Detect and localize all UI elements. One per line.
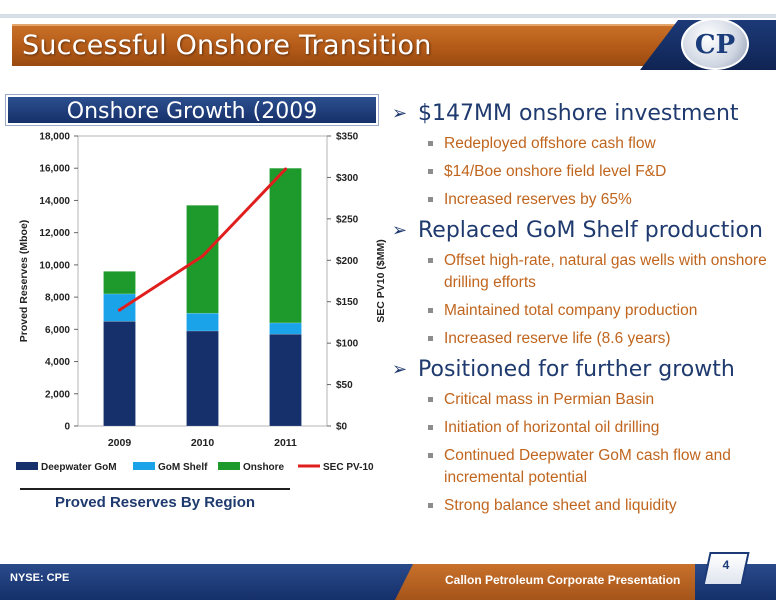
right-axis-tick-label: $200: [336, 256, 359, 267]
bullet-secondary: Offset high-rate, natural gas wells with…: [392, 250, 772, 294]
left-axis-tick-label: 14,000: [39, 196, 70, 207]
bullet-secondary-text: Increased reserve life (8.6 years): [444, 330, 671, 347]
caption-divider: [20, 488, 290, 490]
bullet-primary-text: Replaced GoM Shelf production: [418, 218, 763, 243]
page-number: 4: [722, 558, 730, 572]
legend-label-deepwater-gom: Deepwater GoM: [41, 462, 117, 473]
bullet-primary: ➢ Positioned for further growth: [392, 356, 772, 383]
bullet-secondary-text: Continued Deepwater GoM cash flow and in…: [444, 447, 731, 486]
square-bullet-icon: [428, 308, 433, 313]
right-axis-tick-label: $150: [336, 297, 359, 308]
bullet-secondary-text: Offset high-rate, natural gas wells with…: [444, 252, 767, 291]
bullet-secondary-text: Redeployed offshore cash flow: [444, 135, 656, 152]
legend-swatch-gom-shelf: [133, 462, 155, 470]
bullet-secondary: Continued Deepwater GoM cash flow and in…: [392, 445, 772, 489]
right-axis-tick-label: $250: [336, 214, 359, 225]
footer-bar: NYSE: CPE Callon Petroleum Corporate Pre…: [0, 564, 776, 600]
square-bullet-icon: [428, 336, 433, 341]
bullet-secondary-text: Strong balance sheet and liquidity: [444, 497, 677, 514]
company-logo: CP: [681, 18, 749, 70]
left-axis-tick-label: 0: [64, 422, 70, 433]
bullet-secondary: $14/Boe onshore field level F&D: [392, 161, 772, 183]
bullet-secondary: Maintained total company production: [392, 300, 772, 322]
bar-onshore-2009: [103, 271, 136, 295]
bar-deepwater-gom-2011: [269, 333, 302, 427]
left-axis-tick-label: 16,000: [39, 164, 70, 175]
bar-gom-shelf-2010: [186, 312, 219, 332]
bar-deepwater-gom-2009: [103, 320, 136, 427]
page-title: Successful Onshore Transition: [22, 30, 432, 61]
square-bullet-icon: [428, 503, 433, 508]
bar-gom-shelf-2011: [269, 322, 302, 335]
left-axis-tick-label: 10,000: [39, 260, 70, 271]
bullet-list: ➢ $147MM onshore investment Redeployed off…: [392, 100, 772, 523]
bar-gom-shelf-2009: [103, 293, 136, 322]
bullet-secondary: Redeployed offshore cash flow: [392, 133, 772, 155]
square-bullet-icon: [428, 141, 433, 146]
left-axis-tick-label: 6,000: [45, 325, 70, 336]
legend-label-sec-pv-10: SEC PV-10: [323, 462, 374, 473]
bullet-secondary: Strong balance sheet and liquidity: [392, 495, 772, 517]
right-axis-tick-label: $300: [336, 173, 359, 184]
bullet-secondary-text: Critical mass in Permian Basin: [444, 391, 655, 408]
line-point-sec-pv10: [117, 308, 122, 312]
bullet-secondary-text: Initiation of horizontal oil drilling: [444, 419, 660, 436]
logo-lettering: CP: [694, 30, 736, 60]
bullet-secondary: Critical mass in Permian Basin: [392, 389, 772, 411]
square-bullet-icon: [428, 197, 433, 202]
legend-label-gom-shelf: GoM Shelf: [158, 462, 208, 473]
bar-onshore-2011: [269, 167, 302, 324]
chart-title-box: Onshore Growth (2009 Inception): [5, 94, 379, 149]
title-banner: [12, 24, 722, 68]
line-point-sec-pv10: [200, 254, 205, 258]
square-bullet-icon: [428, 425, 433, 430]
right-axis-tick-label: $100: [336, 339, 359, 350]
right-axis-tick-label: $50: [336, 380, 353, 391]
left-axis-tick-label: 4,000: [45, 357, 70, 368]
bullet-secondary: Increased reserves by 65%: [392, 189, 772, 211]
arrow-bullet-icon: ➢: [392, 103, 408, 124]
line-point-sec-pv10: [283, 167, 288, 171]
bullet-secondary-text: $14/Boe onshore field level F&D: [444, 163, 667, 180]
footer-ticker: NYSE: CPE: [10, 572, 70, 584]
arrow-bullet-icon: ➢: [392, 220, 408, 241]
left-axis-tick-label: 8,000: [45, 293, 70, 304]
square-bullet-icon: [428, 169, 433, 174]
bullet-secondary: Initiation of horizontal oil drilling: [392, 417, 772, 439]
right-axis-tick-label: $350: [336, 132, 359, 143]
left-axis-tick-label: 18,000: [39, 132, 70, 143]
arrow-bullet-icon: ➢: [392, 359, 408, 380]
legend-swatch-deepwater-gom: [16, 462, 38, 470]
bullet-secondary: Increased reserve life (8.6 years): [392, 328, 772, 350]
bullet-primary: ➢ $147MM onshore investment: [392, 100, 772, 127]
bar-onshore-2010: [186, 204, 219, 314]
bullet-secondary-text: Maintained total company production: [444, 302, 698, 319]
square-bullet-icon: [428, 258, 433, 263]
x-axis-tick-label: 2009: [108, 437, 132, 449]
x-axis-tick-label: 2011: [274, 437, 297, 449]
x-axis-tick-label: 2010: [191, 437, 215, 449]
legend-label-onshore: Onshore: [243, 462, 285, 473]
bullet-primary-text: $147MM onshore investment: [418, 101, 739, 126]
left-axis-tick-label: 12,000: [39, 228, 70, 239]
bullet-secondary-text: Increased reserves by 65%: [444, 191, 632, 208]
bullet-primary: ➢ Replaced GoM Shelf production: [392, 217, 772, 244]
square-bullet-icon: [428, 453, 433, 458]
square-bullet-icon: [428, 397, 433, 402]
footer-orange-accent: [395, 564, 695, 600]
bar-deepwater-gom-2010: [186, 330, 219, 427]
right-axis-tick-label: $0: [336, 422, 348, 433]
footer-presentation-title: Callon Petroleum Corporate Presentation: [445, 573, 681, 587]
left-axis-title: Proved Reserves (Mboe): [18, 220, 30, 343]
chart-caption: Proved Reserves By Region: [54, 494, 256, 511]
left-axis-tick-label: 2,000: [45, 389, 70, 400]
legend-swatch-onshore: [218, 462, 240, 470]
right-axis-title: SEC PV10 ($MM): [375, 239, 387, 322]
reserves-chart: 0 2,000 4,000 6,000 8,000 10,000 12,000 14,000 1…: [16, 132, 387, 473]
bullet-primary-text: Positioned for further growth: [418, 357, 735, 382]
